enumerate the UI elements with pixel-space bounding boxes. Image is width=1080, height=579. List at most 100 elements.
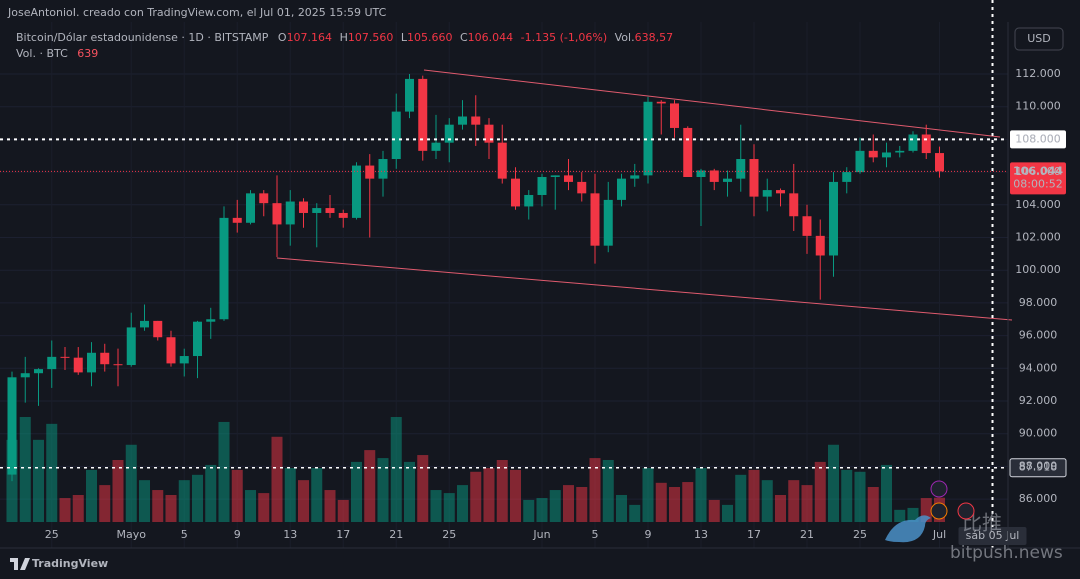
volume-bar: [867, 487, 879, 522]
candle-body: [246, 193, 255, 223]
volume-bar: [682, 482, 694, 522]
volume-bar: [536, 498, 548, 522]
currency-button[interactable]: [1014, 27, 1064, 51]
x-tick-label: 25: [45, 528, 59, 541]
crosshair-x-box: [958, 527, 1027, 545]
y-tick-label: 92.000: [1019, 394, 1058, 407]
brand: TradingView: [32, 557, 108, 570]
x-tick-label: 9: [234, 528, 241, 541]
x-tick-label: 5: [592, 528, 599, 541]
volume-bar: [894, 509, 906, 522]
y-tick-label: 112.000: [1015, 67, 1061, 80]
volume-bar: [165, 494, 177, 522]
candle-body: [113, 364, 123, 366]
volume-bar: [642, 467, 654, 522]
candle-body: [630, 175, 640, 179]
candle-body: [73, 357, 83, 373]
candle-body: [458, 116, 467, 125]
candle-body: [603, 199, 613, 246]
volume-bar: [404, 461, 415, 522]
candle-body: [935, 153, 944, 172]
y-tick-label: 96.000: [1019, 329, 1058, 342]
event-icon[interactable]: [957, 502, 975, 520]
symbol: Bitcoin/Dólar estadounidense · 1D · BITS…: [16, 31, 269, 44]
volume-bar: [125, 444, 137, 522]
candle-body: [815, 235, 825, 256]
ohlc-value: 105.660: [407, 31, 453, 44]
candle-body: [829, 181, 838, 256]
volume-bar: [510, 469, 521, 522]
candle-body: [7, 377, 17, 475]
candle-body: [285, 201, 295, 225]
candle-body: [126, 327, 136, 366]
ohlc-key: O: [278, 31, 287, 44]
candle-body: [802, 216, 812, 236]
volume-bar: [364, 450, 376, 522]
ohlc-value: 107.164: [287, 31, 333, 44]
volume-bar: [430, 490, 442, 522]
x-tick-label: Mayo: [117, 528, 147, 541]
event-icon[interactable]: [930, 502, 948, 520]
y-tick-label: 100.000: [1015, 263, 1061, 276]
volume-bar: [19, 417, 31, 522]
volume-bar: [86, 469, 97, 522]
volume-bar: [298, 480, 309, 522]
ohlc-value: 106.044: [468, 31, 514, 44]
candle-body: [272, 203, 282, 225]
candle-body: [564, 175, 573, 182]
volume-bar: [377, 458, 389, 522]
candle-body: [749, 159, 759, 197]
trend-line-upper: [423, 69, 1001, 138]
candle-body: [471, 116, 481, 125]
volume-bar: [907, 507, 919, 522]
candle-body: [431, 142, 441, 151]
candle-body: [617, 178, 626, 200]
candle-body: [736, 159, 746, 179]
credit: JoseAntonioI. creado con TradingView.com…: [7, 6, 387, 19]
candle-body: [550, 175, 560, 178]
candle-body: [683, 127, 693, 178]
candle-body: [378, 159, 388, 179]
candle-body: [47, 356, 57, 370]
event-icon[interactable]: [930, 480, 948, 498]
x-tick-label: 9: [645, 528, 652, 541]
volume-bar: [589, 458, 601, 522]
candle-body: [776, 190, 785, 194]
candle-body: [670, 103, 679, 128]
volume-bar: [881, 464, 892, 522]
y-tick-label: 108.000: [1015, 132, 1061, 145]
vol-value: 638,57: [635, 31, 674, 44]
candle-body: [153, 320, 163, 338]
candle-body: [365, 165, 375, 179]
candle-body: [855, 150, 865, 173]
y-tick-label: 102.000: [1015, 231, 1061, 244]
candle-body: [921, 134, 931, 154]
legend: Bitcoin/Dólar estadounidense · 1D · BITS…: [16, 31, 673, 44]
volume-bar: [258, 493, 270, 522]
volume-bar: [457, 485, 468, 522]
volume-bar: [139, 480, 150, 522]
volume-bar: [72, 494, 84, 522]
x-tick-label: 21: [389, 528, 403, 541]
candle-body: [179, 356, 189, 364]
volume-bar: [351, 461, 362, 522]
volume-bar: [112, 459, 124, 522]
volume-bar: [231, 469, 243, 522]
hline-label-box: [1010, 130, 1066, 149]
volume-bar: [324, 490, 336, 522]
volume-bar: [748, 469, 760, 522]
volume-bar: [152, 490, 164, 522]
volume-bar: [576, 487, 588, 522]
y-tick-label: 110.000: [1015, 100, 1061, 113]
volume-bar: [854, 471, 866, 522]
vol-key: Vol.: [615, 31, 635, 44]
x-tick-label: 13: [694, 528, 708, 541]
volume-bar: [99, 485, 111, 522]
volume-bar: [655, 482, 667, 522]
candle-body: [166, 337, 176, 364]
candle-body: [511, 178, 520, 207]
volume-bar: [483, 467, 495, 522]
volume-bar: [669, 487, 680, 522]
price-label: 106.044: [1013, 164, 1063, 177]
